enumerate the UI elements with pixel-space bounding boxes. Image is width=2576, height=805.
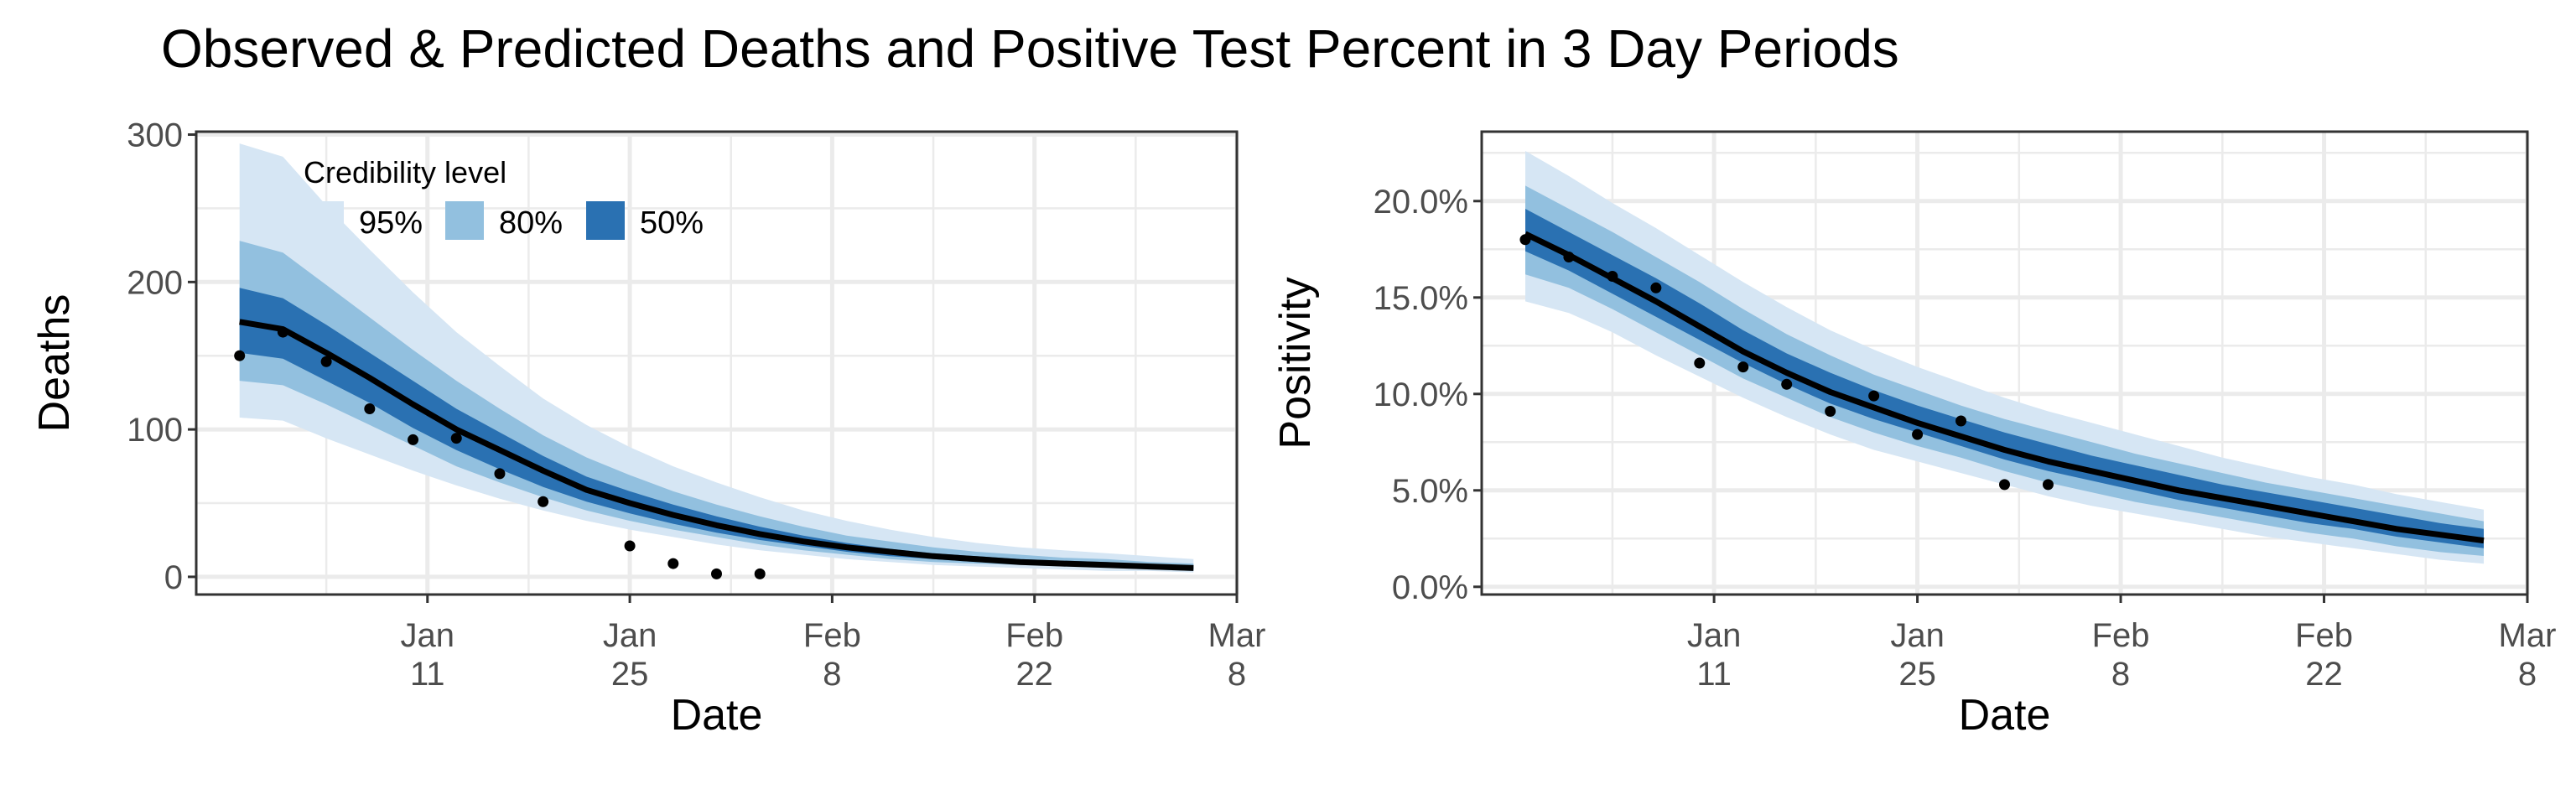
x-tick-month-label: Jan [1687,617,1742,654]
deaths-observed-point [450,433,462,444]
y-tick-label: 5.0% [1392,473,1468,510]
x-tick-month-label: Mar [2499,617,2557,654]
page-title: Observed & Predicted Deaths and Positive… [161,18,1899,79]
deaths-panel-border [195,130,1239,596]
legend-key-2 [586,201,625,240]
x-tick-month-label: Feb [2295,617,2353,654]
positivity-observed-point [1694,357,1706,369]
deaths-observed-point [711,568,722,579]
x-tick-month-label: Feb [2092,617,2150,654]
positivity-observed-point [1781,378,1793,390]
positivity-observed-point [1955,415,1967,427]
y-tick-label: 300 [127,117,183,154]
y-tick-label: 10.0% [1374,377,1468,413]
deaths-observed-point [364,402,376,414]
x-tick-month-label: Jan [603,617,657,654]
x-tick-month-label: Feb [803,617,861,654]
positivity-observed-point [1563,252,1575,262]
legend-key-1 [445,201,484,240]
x-tick-day-label: 25 [1898,656,1936,693]
x-tick-month-label: Feb [1005,617,1063,654]
positivity-panel-border [1480,130,2529,596]
positivity-observed-point [1607,271,1618,282]
positivity-x-axis-title: Date [1959,691,2051,740]
positivity-y-axis-title: Positivity [1271,277,1320,449]
legend-title: Credibility level [304,155,506,190]
positivity-band-50 [1525,209,2484,548]
deaths-observed-point [624,540,636,552]
deaths-y-axis-title: Deaths [30,294,79,433]
positivity-observed-point [1737,361,1749,373]
x-tick-day-label: 8 [1228,656,1246,693]
y-tick-label: 100 [127,412,183,449]
x-tick-month-label: Jan [401,617,455,654]
deaths-observed-point [408,434,419,445]
legend-label-2: 50% [640,205,704,241]
deaths-panel: 0100200300Jan11Jan25Feb8Feb22Mar8DateDea… [30,117,1265,740]
deaths-observed-point [754,568,766,579]
deaths-observed-point [234,350,246,361]
legend-key-0 [305,201,344,240]
deaths-band-50 [239,288,1194,570]
positivity-observed-point [1912,428,1924,440]
positivity-observed-point [2042,479,2054,491]
positivity-observed-point [1868,390,1880,402]
x-tick-day-label: 22 [2305,656,2343,693]
x-tick-month-label: Jan [1890,617,1945,654]
deaths-observed-point [320,356,332,367]
y-tick-label: 0.0% [1392,569,1468,606]
positivity-panel: 0.0%5.0%10.0%15.0%20.0%Jan11Jan25Feb8Feb… [1271,130,2557,740]
deaths-median-line [239,319,1194,571]
credibility-legend: Credibility level 95% 80% 50% [304,155,704,241]
y-tick-label: 20.0% [1374,184,1468,221]
y-tick-label: 200 [127,264,183,301]
deaths-observed-point [538,496,549,507]
positivity-observed-point [1650,282,1662,293]
y-tick-label: 0 [164,559,183,596]
x-tick-day-label: 25 [611,656,649,693]
x-tick-day-label: 8 [2518,656,2537,693]
positivity-observed-point [1999,479,2010,491]
x-tick-day-label: 11 [1696,656,1732,693]
x-tick-day-label: 8 [2111,656,2130,693]
x-tick-day-label: 22 [1015,656,1053,693]
x-tick-day-label: 8 [823,656,841,693]
x-tick-day-label: 11 [410,656,445,693]
positivity-observed-point [1519,234,1531,246]
x-tick-month-label: Mar [1208,617,1266,654]
positivity-observed-point [1825,406,1836,417]
positivity-median-line [1524,231,2485,544]
legend-label-0: 95% [359,205,423,241]
deaths-x-axis-title: Date [671,691,763,740]
y-tick-label: 15.0% [1374,280,1468,317]
deaths-observed-point [277,326,288,338]
legend-label-1: 80% [499,205,563,241]
deaths-observed-point [667,558,679,569]
deaths-observed-point [494,468,506,480]
